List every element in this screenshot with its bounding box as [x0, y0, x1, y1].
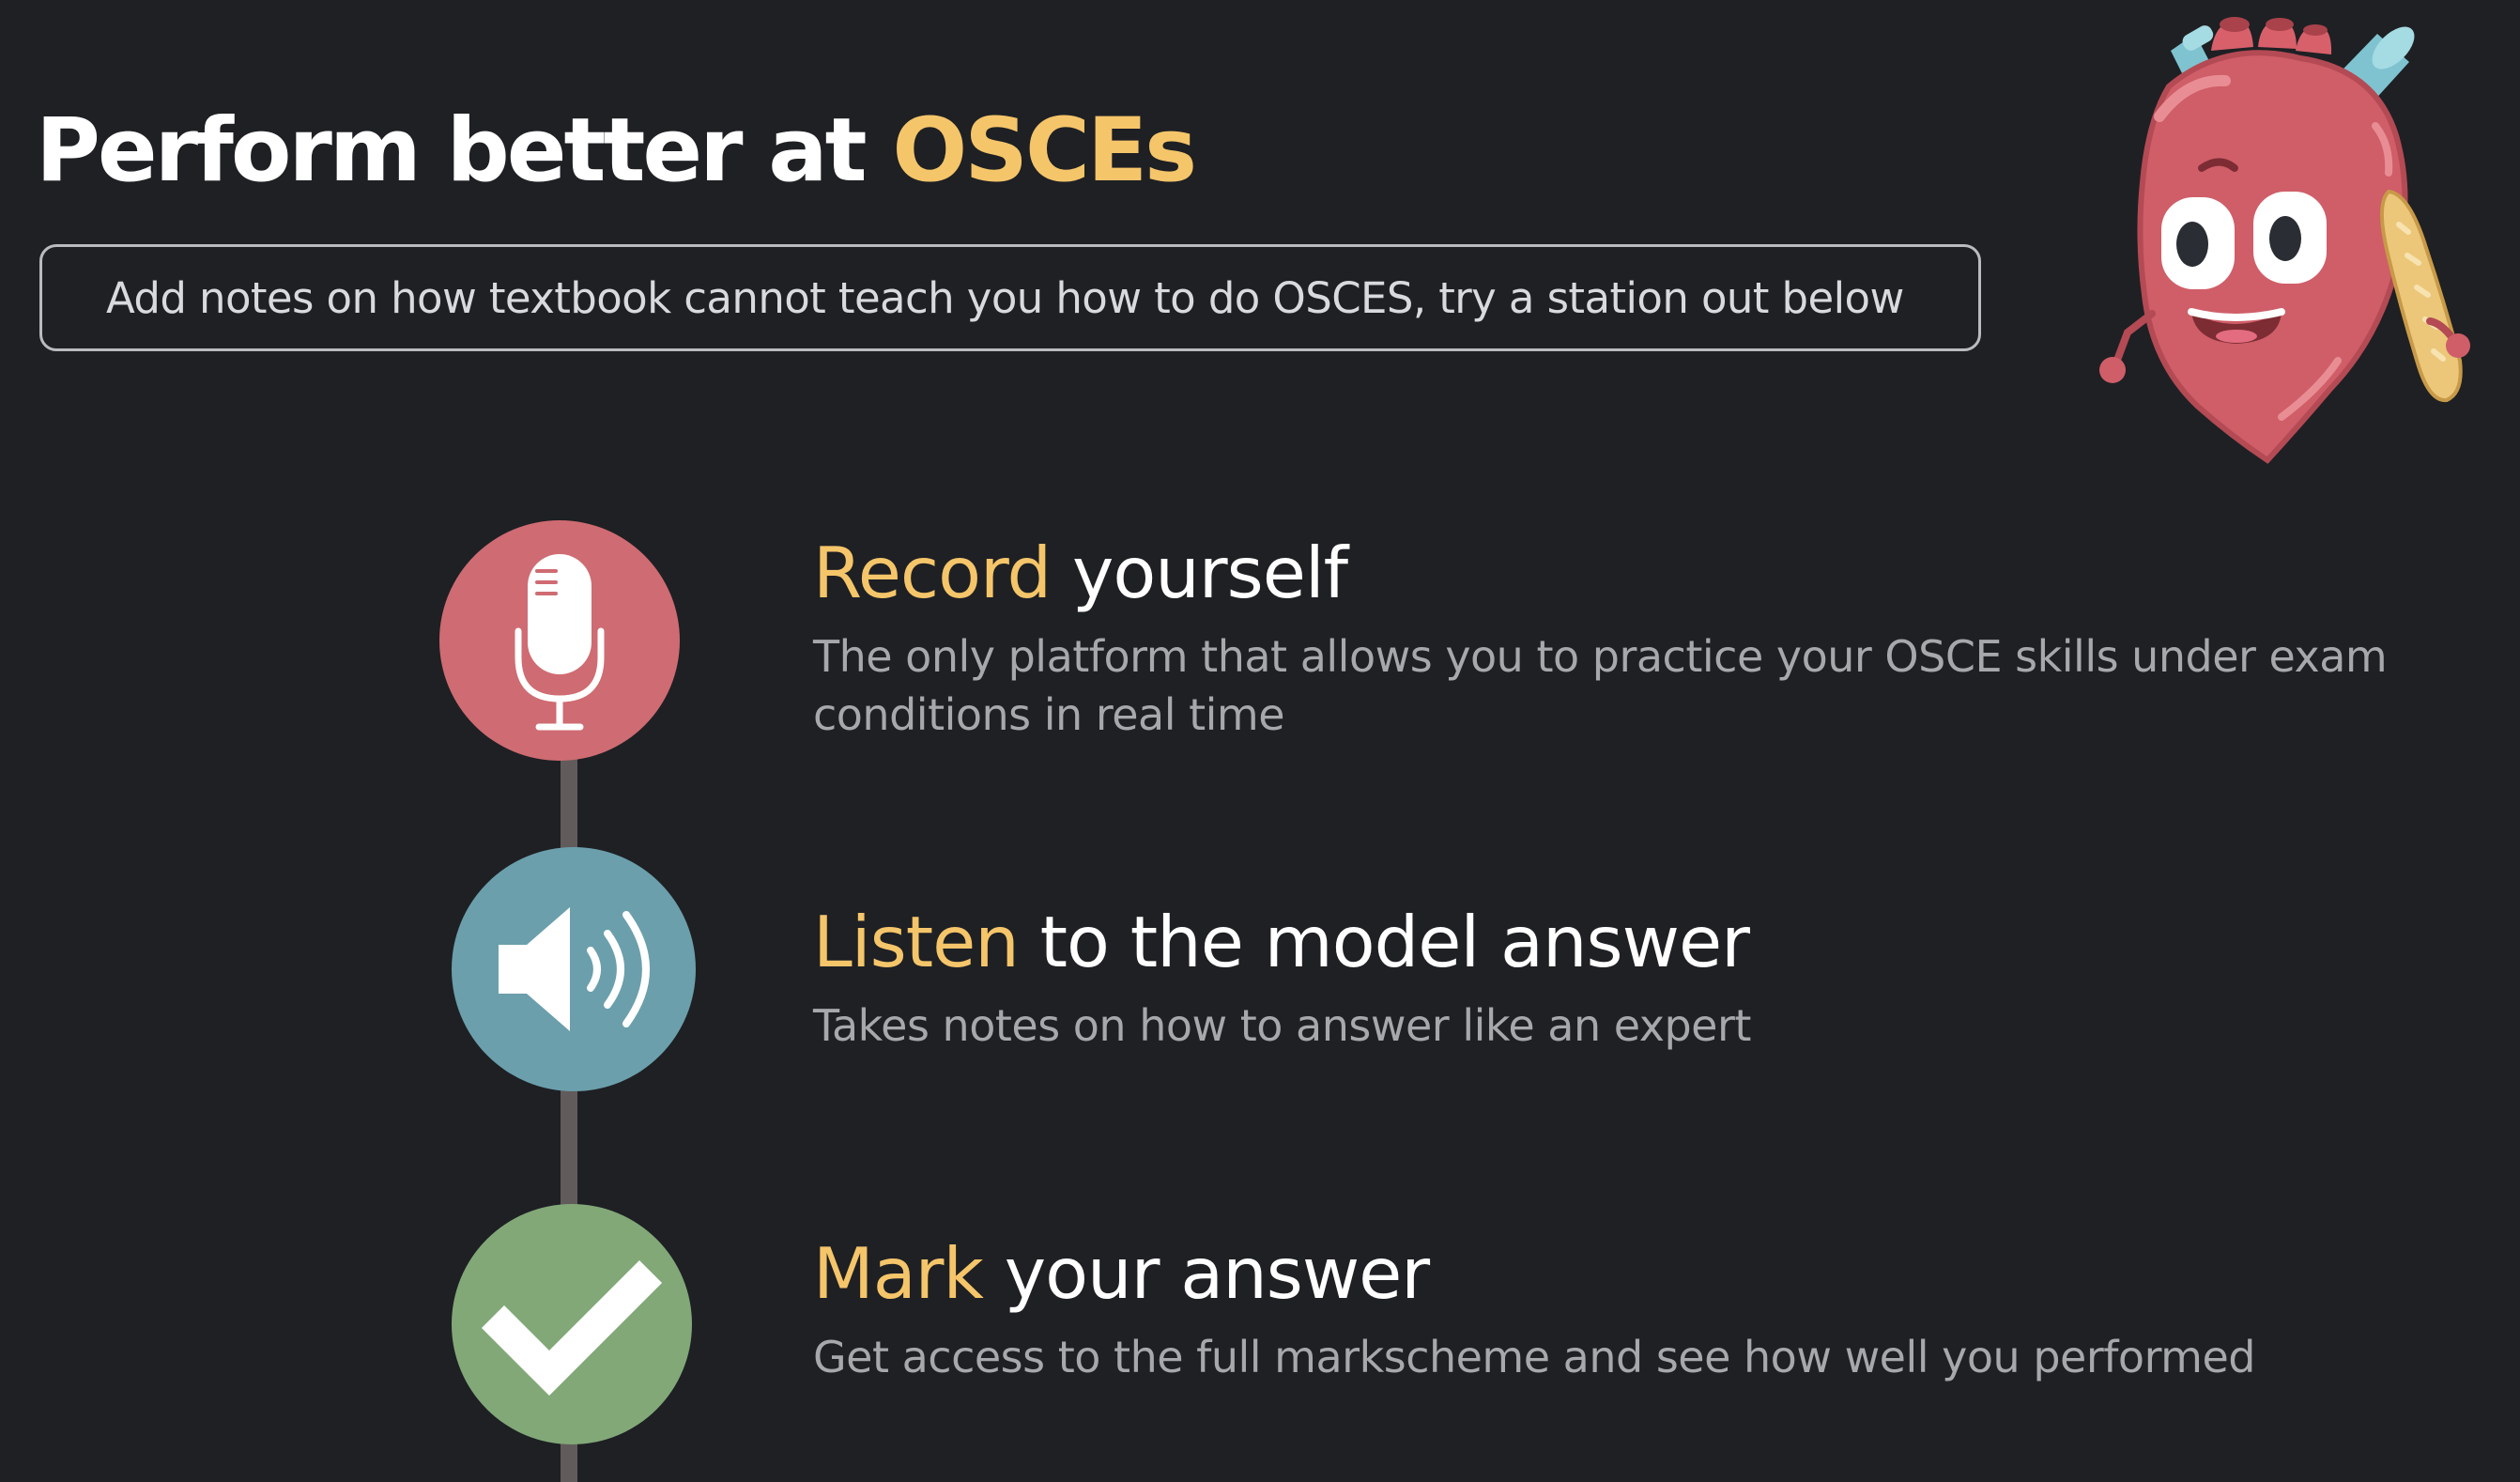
- step-record-heading-rest: yourself: [1051, 532, 1348, 614]
- speaker-icon: [499, 907, 650, 1031]
- step-listen-heading-accent: Listen: [813, 901, 1020, 983]
- step-record: Record yourself The only platform that a…: [813, 526, 2409, 744]
- step-listen-heading: Listen to the model answer: [813, 895, 2409, 989]
- step-mark-description: Get access to the full markscheme and se…: [813, 1332, 2255, 1382]
- checkmark-icon: [481, 1259, 663, 1397]
- step-listen-description: Takes notes on how to answer like an exp…: [813, 1000, 1751, 1051]
- listen-step-icon: [452, 847, 696, 1091]
- microphone-icon: [515, 554, 605, 731]
- step-record-heading-accent: Record: [813, 532, 1052, 614]
- step-mark-heading-accent: Mark: [813, 1232, 984, 1315]
- step-mark-heading: Mark your answer: [813, 1227, 2409, 1320]
- heart-mascot-icon: [2047, 13, 2488, 473]
- page-title-accent: OSCEs: [892, 100, 1197, 202]
- page-title: Perform better at OSCEs: [36, 86, 1197, 216]
- step-record-description: The only platform that allows you to pra…: [813, 631, 2388, 740]
- step-listen: Listen to the model answer Takes notes o…: [813, 895, 2409, 1055]
- step-mark: Mark your answer Get access to the full …: [813, 1227, 2409, 1386]
- page-title-text: Perform better at: [36, 100, 893, 202]
- record-step-icon: [439, 520, 680, 761]
- notes-text: Add notes on how textbook cannot teach y…: [106, 272, 1904, 323]
- mark-step-icon: [452, 1204, 692, 1444]
- step-listen-heading-rest: to the model answer: [1018, 901, 1750, 983]
- notes-banner: Add notes on how textbook cannot teach y…: [39, 244, 1981, 351]
- step-mark-heading-rest: your answer: [982, 1232, 1430, 1315]
- step-record-heading: Record yourself: [813, 526, 2409, 620]
